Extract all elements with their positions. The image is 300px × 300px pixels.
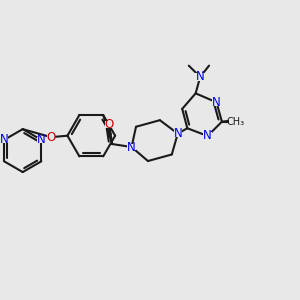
- Text: CH₃: CH₃: [226, 117, 244, 127]
- FancyBboxPatch shape: [47, 134, 55, 140]
- FancyBboxPatch shape: [128, 144, 136, 150]
- Text: N: N: [173, 127, 182, 140]
- Text: N: N: [127, 140, 136, 154]
- FancyBboxPatch shape: [106, 122, 113, 128]
- FancyBboxPatch shape: [212, 99, 221, 106]
- FancyBboxPatch shape: [174, 130, 182, 137]
- FancyBboxPatch shape: [191, 73, 209, 81]
- FancyBboxPatch shape: [229, 118, 241, 125]
- FancyBboxPatch shape: [203, 132, 212, 140]
- Text: N: N: [0, 134, 8, 146]
- Text: N: N: [203, 130, 212, 142]
- Text: N: N: [37, 134, 46, 146]
- Text: O: O: [46, 131, 56, 144]
- FancyBboxPatch shape: [0, 136, 8, 143]
- Text: N: N: [212, 96, 221, 109]
- FancyBboxPatch shape: [37, 136, 46, 143]
- Text: O: O: [105, 118, 114, 131]
- Text: N: N: [196, 70, 205, 83]
